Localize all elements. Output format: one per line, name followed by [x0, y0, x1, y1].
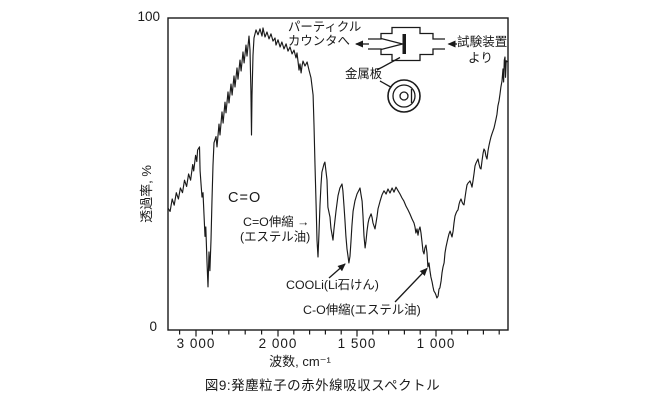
annotation-carbonyl-stretch: C=O伸縮 →	[243, 215, 310, 229]
x-axis-title: 波数, cm⁻¹	[269, 354, 331, 369]
co-stretch-arrow	[394, 267, 428, 303]
annotation-arrows	[328, 263, 428, 303]
y-axis-title: 透過率, %	[139, 165, 154, 223]
inset-apparatus	[355, 26, 457, 113]
annotation-carbonyl: C=O	[228, 190, 262, 206]
y-tick-label-0: 0	[149, 319, 157, 334]
cooli-arrow	[328, 263, 346, 279]
x-tick-label-3000: 3 000	[176, 336, 216, 351]
inset-label-test-apparatus-line2: より	[468, 51, 493, 65]
metal-plate-front-view	[387, 79, 421, 113]
plot-frame	[167, 17, 509, 331]
x-axis-ticks	[179, 330, 500, 337]
inset-label-particle-counter-line2: カウンタへ	[288, 34, 350, 48]
annotation-co-stretch: C-O伸縮(エステル油)	[303, 303, 421, 317]
annotation-ester-oil: (エステル油)	[240, 230, 311, 244]
inset-label-particle-counter-line1: パーティクル	[288, 20, 362, 34]
spectrum-curve	[167, 27, 509, 299]
fitting-funnel	[380, 37, 403, 51]
metal-plate-side-view	[402, 34, 406, 54]
inset-label-metal-plate: 金属板	[345, 67, 383, 81]
figure-caption: 図9:発塵粒子の赤外線吸収スペクトル	[204, 378, 441, 393]
x-tick-label-2000: 2 000	[258, 336, 298, 351]
fitting-body	[368, 26, 445, 62]
metal-plate-pointer-bottom	[379, 80, 392, 89]
y-tick-label-100: 100	[137, 9, 160, 24]
metal-plate-pointer-top	[376, 56, 401, 71]
annotation-lithium-soap: COOLi(Li石けん)	[286, 278, 379, 292]
x-tick-label-1500: 1 500	[337, 336, 377, 351]
x-tick-label-1000: 1 000	[416, 336, 456, 351]
inset-label-test-apparatus-line1: 試験装置	[457, 35, 508, 49]
